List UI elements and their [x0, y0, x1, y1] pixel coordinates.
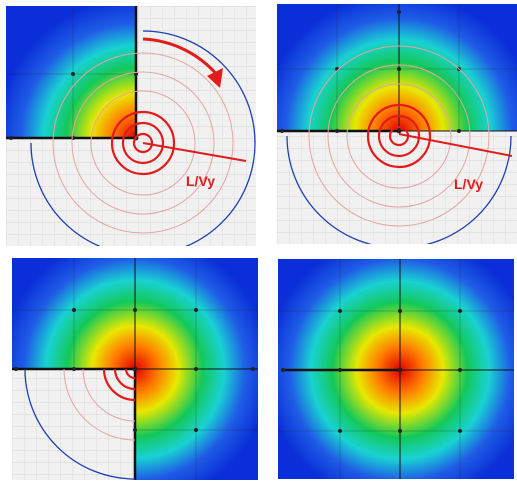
heatmap-half [277, 4, 517, 131]
panel-bottom-left-canvas [12, 258, 258, 480]
panel-top-right-canvas [277, 4, 517, 244]
rotation-arrowhead [207, 68, 223, 88]
radius-label: L/Vy [186, 173, 216, 189]
blue-boundary-arc [24, 368, 136, 480]
radius-line [142, 142, 247, 162]
blue-boundary-arc [30, 30, 256, 246]
heatmap-quadrant [6, 6, 136, 138]
blue-boundary-arc [286, 135, 512, 244]
panel-bottom-left [12, 258, 258, 480]
radius-label: L/Vy [454, 176, 484, 192]
panel-bottom-right-canvas [278, 259, 514, 479]
panel-top-left-canvas [6, 6, 256, 246]
radius-line [398, 133, 513, 157]
panel-top-right: L/Vy [277, 4, 517, 244]
rotation-arrow [142, 37, 220, 77]
panel-top-left: L/Vy [6, 6, 256, 246]
panel-bottom-right [278, 259, 514, 479]
